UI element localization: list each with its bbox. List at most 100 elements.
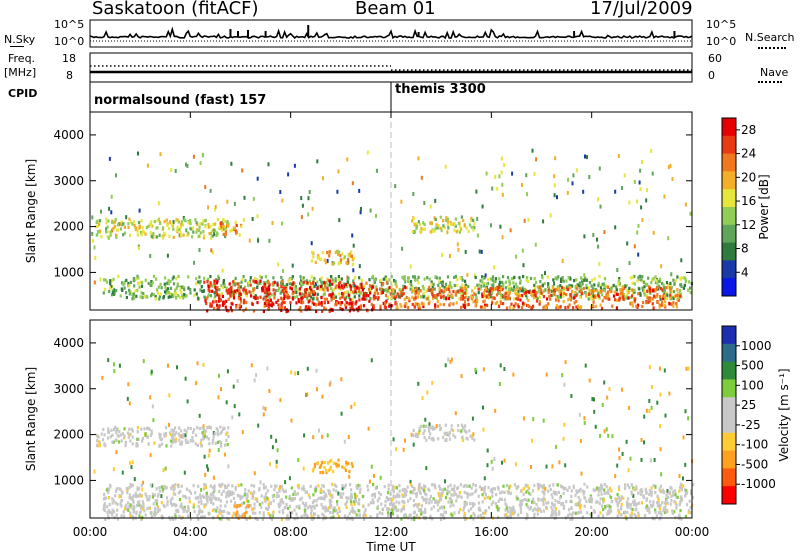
- data-cell: [288, 504, 291, 508]
- data-cell: [463, 224, 466, 228]
- data-cell: [481, 275, 484, 279]
- data-cell: [393, 504, 396, 509]
- data-cell: [513, 304, 516, 308]
- data-cell: [603, 498, 606, 502]
- data-cell: [513, 510, 516, 514]
- data-cell: [196, 514, 199, 518]
- data-cell: [219, 221, 222, 225]
- data-cell: [163, 484, 166, 488]
- data-cell: [558, 305, 561, 309]
- data-cell: [419, 295, 423, 299]
- y-tick-label: 3000: [53, 382, 84, 396]
- data-cell: [405, 493, 408, 497]
- data-cell: [583, 482, 586, 486]
- data-cell: [417, 156, 420, 161]
- data-cell: [282, 511, 285, 515]
- data-cell: [418, 485, 421, 489]
- data-cell: [412, 428, 415, 432]
- data-cell: [157, 492, 160, 497]
- data-cell: [202, 424, 205, 429]
- data-cell: [444, 363, 447, 368]
- data-cell: [204, 185, 207, 190]
- data-cell: [395, 447, 398, 452]
- data-cell: [216, 232, 219, 236]
- data-cell: [552, 490, 555, 494]
- data-cell: [273, 292, 276, 296]
- data-cell: [307, 300, 310, 304]
- data-cell: [95, 443, 99, 447]
- data-cell: [550, 513, 553, 518]
- data-cell: [259, 274, 262, 278]
- data-cell: [232, 384, 235, 389]
- data-cell: [425, 501, 428, 505]
- data-cell: [482, 405, 484, 410]
- data-cell: [219, 499, 222, 503]
- data-cell: [215, 278, 218, 282]
- data-cell: [344, 283, 347, 287]
- data-cell: [422, 431, 425, 435]
- data-cell: [364, 508, 367, 512]
- data-cell: [340, 291, 344, 296]
- data-cell: [481, 294, 484, 298]
- data-cell: [404, 488, 407, 492]
- data-cell: [309, 305, 312, 310]
- data-cell: [556, 277, 559, 281]
- data-cell: [198, 248, 201, 252]
- data-cell: [152, 512, 156, 517]
- data-cell: [505, 306, 508, 310]
- data-cell: [152, 293, 155, 297]
- data-cell: [527, 498, 530, 502]
- data-cell: [192, 503, 195, 507]
- data-cell: [348, 301, 351, 306]
- data-cell: [654, 510, 657, 514]
- data-cell: [648, 289, 652, 293]
- data-cell: [599, 489, 602, 493]
- data-cell: [104, 287, 107, 291]
- data-cell: [499, 296, 502, 300]
- data-cell: [151, 495, 154, 499]
- data-cell: [363, 511, 366, 515]
- data-cell: [667, 236, 670, 241]
- data-cell: [460, 423, 463, 427]
- data-cell: [306, 506, 309, 510]
- data-cell: [606, 512, 609, 516]
- data-cell: [314, 488, 318, 492]
- colorbar-swatch: [722, 415, 736, 434]
- data-cell: [220, 517, 223, 521]
- data-cell: [155, 499, 159, 503]
- data-cell: [607, 290, 610, 294]
- data-cell: [109, 435, 112, 439]
- data-cell: [586, 511, 589, 515]
- data-cell: [155, 235, 159, 239]
- data-cell: [646, 188, 648, 193]
- data-cell: [442, 303, 445, 307]
- data-cell: [472, 517, 475, 521]
- data-cell: [271, 282, 274, 286]
- data-cell: [457, 222, 460, 226]
- data-cell: [570, 296, 573, 300]
- data-cell: [409, 279, 413, 284]
- data-cell: [311, 206, 314, 211]
- data-cell: [352, 282, 355, 286]
- data-cell: [183, 508, 186, 512]
- data-cell: [125, 295, 128, 300]
- nsearch-bottom-tick: 10^0: [706, 35, 737, 48]
- data-cell: [422, 304, 425, 309]
- y-tick-label: 4000: [53, 336, 84, 350]
- data-cell: [457, 486, 460, 490]
- data-cell: [174, 169, 177, 173]
- data-cell: [675, 506, 678, 510]
- data-cell: [165, 444, 168, 448]
- data-cell: [404, 286, 407, 290]
- data-cell: [450, 428, 453, 432]
- data-cell: [286, 309, 290, 313]
- data-cell: [637, 303, 640, 307]
- data-cell: [214, 222, 217, 226]
- data-cell: [125, 291, 128, 295]
- data-cell: [362, 294, 365, 298]
- data-cell: [136, 488, 139, 492]
- data-cell: [234, 513, 238, 517]
- data-cell: [621, 451, 624, 456]
- data-cell: [240, 483, 243, 487]
- data-cell: [220, 228, 223, 232]
